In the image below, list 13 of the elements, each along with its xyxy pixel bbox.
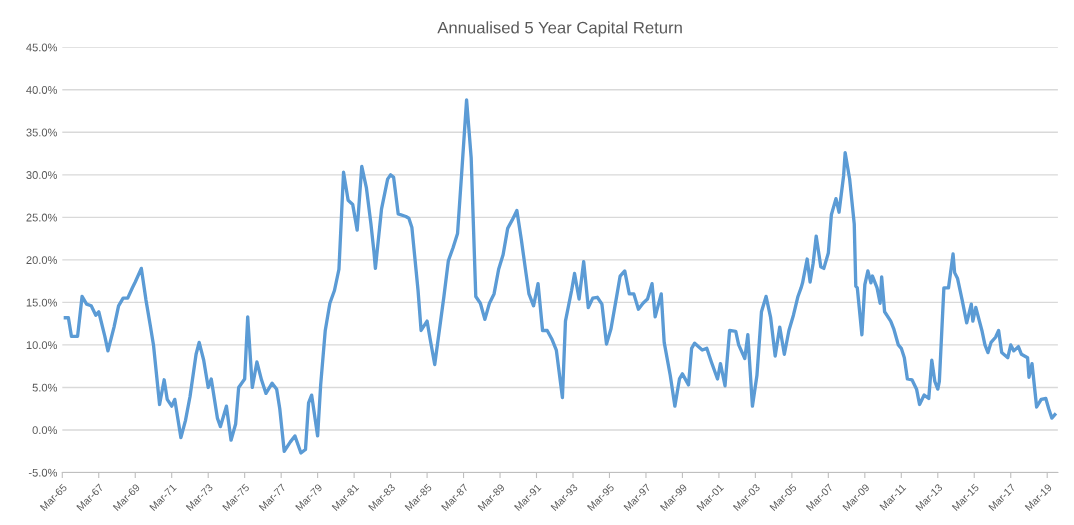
y-tick-label: 30.0% — [26, 171, 58, 179]
chart-title: Annualised 5 Year Capital Return — [437, 21, 682, 37]
y-tick-label: 40.0% — [26, 86, 58, 94]
line-series — [63, 98, 1057, 455]
y-tick-label: 45.0% — [26, 43, 58, 52]
y-tick-label: 15.0% — [26, 298, 58, 307]
y-tick-label: 0.0% — [32, 426, 58, 435]
y-tick-label: 20.0% — [26, 256, 58, 265]
y-tick-label: -5.0% — [28, 468, 58, 477]
y-tick-label: 5.0% — [32, 383, 58, 392]
y-tick-label: 35.0% — [26, 128, 58, 137]
y-tick-label: 25.0% — [26, 213, 58, 222]
y-tick-label: 10.0% — [26, 341, 58, 350]
